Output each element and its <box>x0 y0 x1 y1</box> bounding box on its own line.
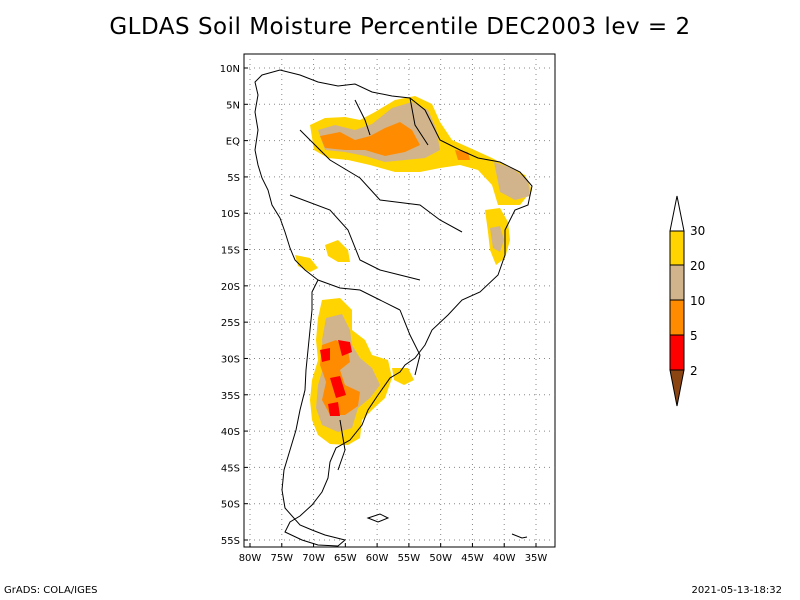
shade-band-tan-east <box>490 226 504 252</box>
graticule <box>244 54 555 547</box>
country-border-2 <box>289 194 421 281</box>
country-border-6 <box>409 97 429 146</box>
lat-tick-label: 35S <box>221 391 240 402</box>
colorbar-segment-yellow <box>669 230 685 266</box>
colorbar: 30 20 10 5 2 <box>669 195 705 407</box>
shade-band-red-argentina-1 <box>338 340 352 356</box>
lon-tick-label: 35W <box>525 553 548 564</box>
lon-tick-label: 45W <box>461 553 484 564</box>
footer-credit: GrADS: COLA/IGES <box>4 585 98 596</box>
lat-tick-label: 10S <box>221 209 240 220</box>
country-border-4 <box>399 309 421 376</box>
shade-band-orange-north <box>320 122 420 156</box>
country-border-5 <box>354 99 371 136</box>
lat-tick-label: 20S <box>221 282 240 293</box>
colorbar-label-20: 20 <box>690 259 705 273</box>
map-title: GLDAS Soil Moisture Percentile DEC2003 l… <box>109 14 691 40</box>
lat-tick-label: 50S <box>221 500 240 511</box>
footer-timestamp: 2021-05-13-18:32 <box>691 585 782 596</box>
shade-band-red-argentina-4 <box>328 402 340 416</box>
latitude-labels: 10N 5N EQ 5S 10S 15S 20S 25S 30S 35S 40S 45S 50S 55S <box>220 64 248 547</box>
colorbar-segment-orange <box>669 299 685 336</box>
lat-tick-label: EQ <box>226 137 240 148</box>
lat-tick-label: 10N <box>220 64 240 75</box>
shade-band-yellow-peru <box>295 255 318 272</box>
country-border-3 <box>317 279 401 311</box>
colorbar-label-10: 10 <box>690 294 705 308</box>
lat-tick-label: 30S <box>221 354 240 365</box>
lat-tick-label: 5N <box>226 100 240 111</box>
country-border-7 <box>337 419 346 471</box>
colorbar-bottom-arrow <box>669 369 685 407</box>
soil-moisture-shading <box>295 96 532 445</box>
lat-tick-label: 5S <box>227 173 240 184</box>
shade-band-red-argentina-3 <box>330 376 346 398</box>
colorbar-label-2: 2 <box>690 364 698 378</box>
colorbar-segment-tan <box>669 264 685 301</box>
colorbar-top-arrow <box>669 195 685 232</box>
lon-tick-label: 65W <box>334 553 357 564</box>
colorbar-label-30: 30 <box>690 224 705 238</box>
colorbar-segment-red <box>669 334 685 371</box>
lat-tick-label: 45S <box>221 463 240 474</box>
coastlines <box>254 69 533 547</box>
shade-band-yellow-bolivia <box>325 240 350 262</box>
falkland-islands <box>366 513 390 523</box>
lat-tick-label: 40S <box>221 427 240 438</box>
shade-band-tan-northeast <box>494 162 530 200</box>
colorbar-label-5: 5 <box>690 329 698 343</box>
lon-tick-label: 50W <box>429 553 452 564</box>
lat-tick-label: 55S <box>221 536 240 547</box>
shade-band-yellow-uruguay <box>392 368 414 385</box>
lon-tick-label: 60W <box>366 553 389 564</box>
lon-tick-label: 75W <box>270 553 293 564</box>
lat-tick-label: 25S <box>221 318 240 329</box>
south-georgia <box>511 533 528 539</box>
lon-tick-label: 70W <box>302 553 325 564</box>
lon-tick-label: 55W <box>398 553 421 564</box>
lon-tick-label: 40W <box>493 553 516 564</box>
lon-tick-label: 80W <box>239 553 262 564</box>
shade-band-red-argentina-2 <box>320 348 330 362</box>
longitude-labels: 80W 75W 70W 65W 60W 55W 50W 45W 40W 35W <box>239 543 548 564</box>
lat-tick-label: 15S <box>221 246 240 257</box>
country-border-1 <box>299 129 463 233</box>
south-america-coastline <box>254 69 533 547</box>
